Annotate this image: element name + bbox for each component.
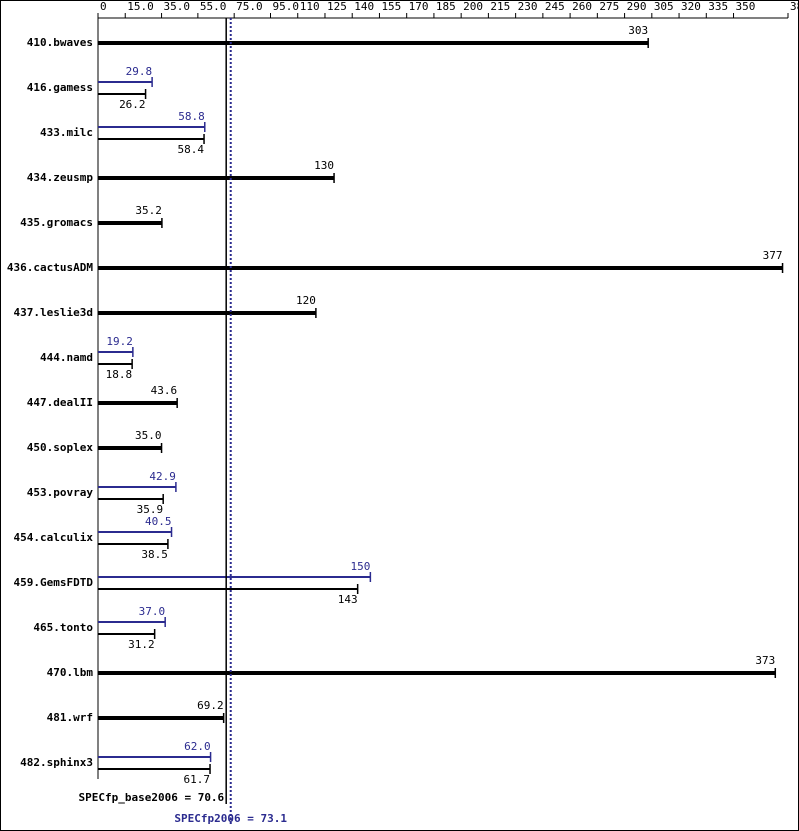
value-label: 150 (350, 560, 370, 573)
x-tick-label: 320 (681, 0, 701, 13)
bar (98, 311, 316, 315)
value-label: 303 (628, 24, 648, 37)
bar (98, 266, 783, 270)
category-label: 453.povray (27, 486, 94, 499)
value-label: 35.9 (137, 503, 164, 516)
value-label: 143 (338, 593, 358, 606)
value-label: 43.6 (151, 384, 178, 397)
bar (98, 446, 162, 450)
category-label: 436.cactusADM (7, 261, 93, 274)
category-label: 434.zeusmp (27, 171, 94, 184)
x-tick-label: 110 (300, 0, 320, 13)
x-tick-label: 35.0 (164, 0, 191, 13)
x-tick-label: 55.0 (200, 0, 227, 13)
category-label: 481.wrf (47, 711, 93, 724)
bar (98, 126, 205, 128)
category-label: 450.soplex (27, 441, 94, 454)
value-label: 40.5 (145, 515, 172, 528)
x-tick-label: 215 (490, 0, 510, 13)
category-label: 444.namd (40, 351, 93, 364)
category-label: 416.gamess (27, 81, 93, 94)
value-label: 42.9 (149, 470, 176, 483)
category-label: 482.sphinx3 (20, 756, 93, 769)
x-tick-label: 140 (354, 0, 374, 13)
bar (98, 351, 133, 353)
value-label: 38.5 (141, 548, 168, 561)
value-label: 58.4 (178, 143, 205, 156)
bar (98, 588, 358, 590)
value-label: 62.0 (184, 740, 211, 753)
x-tick-label: 305 (654, 0, 674, 13)
value-label: 130 (314, 159, 334, 172)
x-tick-label: 350 (736, 0, 756, 13)
value-label: 19.2 (106, 335, 133, 348)
bar (98, 221, 162, 225)
x-tick-label: 95.0 (273, 0, 300, 13)
value-label: 37.0 (139, 605, 166, 618)
value-label: 377 (763, 249, 783, 262)
value-label: 35.2 (135, 204, 162, 217)
x-tick-label: 245 (545, 0, 565, 13)
bar (98, 768, 211, 770)
x-tick-label: 170 (409, 0, 429, 13)
bar (98, 81, 153, 83)
bar (98, 138, 205, 140)
x-tick-label: 200 (463, 0, 483, 13)
x-tick-label: 380 (790, 0, 799, 13)
x-tick-label: 75.0 (236, 0, 263, 13)
x-tick-label: 125 (327, 0, 347, 13)
x-tick-label: 335 (708, 0, 728, 13)
value-label: 31.2 (128, 638, 155, 651)
bar (98, 756, 211, 758)
value-label: 69.2 (197, 699, 224, 712)
category-label: 459.GemsFDTD (14, 576, 94, 589)
bar (98, 716, 224, 720)
x-tick-label: 230 (518, 0, 538, 13)
reference-label: SPECfp_base2006 = 70.6 (78, 791, 224, 804)
category-label: 470.lbm (47, 666, 94, 679)
category-label: 433.milc (40, 126, 93, 139)
bar (98, 531, 172, 533)
x-tick-label: 185 (436, 0, 456, 13)
bar (98, 41, 649, 45)
value-label: 120 (296, 294, 316, 307)
reference-label: SPECfp2006 = 73.1 (174, 812, 287, 825)
bar (98, 498, 164, 500)
category-label: 447.dealII (27, 396, 93, 409)
bar (98, 93, 146, 95)
value-label: 18.8 (106, 368, 133, 381)
x-tick-label: 0 (100, 0, 107, 13)
category-label: 410.bwaves (27, 36, 93, 49)
category-label: 465.tonto (33, 621, 93, 634)
x-tick-label: 15.0 (127, 0, 154, 13)
x-tick-label: 290 (627, 0, 647, 13)
value-label: 26.2 (119, 98, 146, 111)
category-label: 454.calculix (14, 531, 94, 544)
value-label: 61.7 (184, 773, 211, 786)
bar (98, 633, 155, 635)
bar (98, 671, 776, 675)
x-tick-label: 155 (381, 0, 401, 13)
x-tick-label: 275 (599, 0, 619, 13)
value-label: 35.0 (135, 429, 162, 442)
bar (98, 363, 133, 365)
bar (98, 621, 166, 623)
bar (98, 176, 335, 180)
category-label: 437.leslie3d (14, 306, 93, 319)
bar (98, 486, 176, 488)
value-label: 29.8 (126, 65, 153, 78)
bar (98, 401, 178, 405)
value-label: 58.8 (178, 110, 205, 123)
x-tick-label: 260 (572, 0, 592, 13)
value-label: 373 (755, 654, 775, 667)
category-label: 435.gromacs (20, 216, 93, 229)
bar (98, 543, 168, 545)
bar (98, 576, 371, 578)
